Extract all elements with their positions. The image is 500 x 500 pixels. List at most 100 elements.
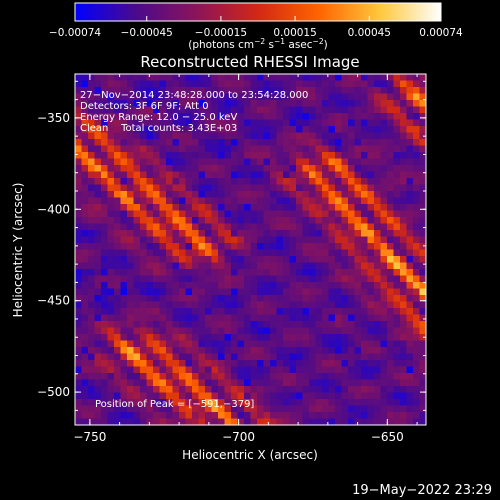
heatmap-cell: [205, 288, 212, 296]
heatmap-cell: [302, 314, 310, 322]
heatmap-cell: [81, 74, 89, 81]
heatmap-cell: [140, 210, 147, 218]
heatmap-cell: [140, 347, 147, 354]
heatmap-cell: [81, 308, 89, 315]
heatmap-cell: [218, 223, 225, 231]
heatmap-cell: [270, 139, 277, 146]
heatmap-cell: [107, 93, 115, 101]
heatmap-cell: [348, 165, 355, 172]
heatmap-cell: [114, 191, 121, 198]
heatmap-cell: [276, 353, 284, 361]
colorbar-ticks: −0.00074 −0.00045 −0.00015 0.00015 0.00045 0.…: [49, 16, 463, 39]
heatmap-cell: [393, 399, 401, 406]
heatmap-cell: [231, 256, 238, 263]
heatmap-cell: [159, 243, 167, 250]
heatmap-cell: [127, 418, 134, 426]
heatmap-cell: [179, 347, 186, 354]
heatmap-cell: [348, 392, 355, 400]
heatmap-cell: [107, 353, 115, 361]
heatmap-cell: [172, 256, 180, 263]
heatmap-cell: [218, 191, 225, 198]
y-tick-label: −350: [37, 111, 70, 125]
heatmap-cell: [198, 399, 206, 406]
heatmap-cell: [159, 236, 167, 244]
heatmap-cell: [107, 223, 115, 231]
heatmap-cell: [205, 223, 212, 231]
heatmap-cell: [146, 87, 154, 94]
heatmap-cell: [354, 204, 362, 211]
heatmap-cell: [348, 132, 355, 140]
heatmap-cell: [257, 87, 264, 94]
heatmap-cell: [250, 210, 258, 218]
heatmap-cell: [127, 334, 134, 341]
heatmap-cell: [302, 158, 310, 166]
heatmap-cell: [231, 191, 238, 198]
heatmap-cell: [101, 197, 108, 205]
heatmap-cell: [296, 74, 303, 81]
heatmap-cell: [244, 165, 251, 172]
heatmap-cell: [322, 366, 329, 374]
heatmap-cell: [335, 288, 342, 296]
heatmap-cell: [341, 93, 349, 101]
heatmap-cell: [159, 191, 167, 198]
heatmap-cell: [140, 288, 147, 296]
heatmap-cell: [296, 236, 303, 244]
heatmap-cell: [185, 412, 193, 419]
heatmap-cell: [211, 165, 219, 172]
heatmap-cell: [276, 119, 284, 127]
heatmap-cell: [172, 106, 180, 114]
heatmap-cell: [380, 126, 388, 133]
heatmap-cell: [263, 197, 271, 205]
heatmap-cell: [81, 360, 89, 367]
heatmap-cell: [244, 295, 251, 302]
heatmap-cell: [296, 87, 303, 94]
heatmap-cell: [120, 392, 128, 400]
heatmap-cell: [309, 243, 316, 250]
heatmap-cell: [283, 386, 290, 393]
heatmap-cell: [315, 340, 323, 348]
heatmap-cell: [114, 217, 121, 224]
heatmap-cell: [380, 249, 388, 257]
heatmap-cell: [361, 87, 368, 94]
heatmap-cell: [114, 139, 121, 146]
heatmap-cell: [289, 106, 297, 114]
heatmap-cell: [419, 217, 427, 224]
heatmap-cell: [393, 405, 401, 413]
heatmap-cell: [406, 314, 414, 322]
heatmap-cell: [250, 126, 258, 133]
heatmap-cell: [172, 171, 180, 179]
heatmap-cell: [289, 288, 297, 296]
heatmap-cell: [120, 360, 128, 367]
heatmap-cell: [263, 184, 271, 192]
heatmap-cell: [81, 373, 89, 380]
heatmap-cell: [192, 204, 199, 211]
heatmap-cell: [283, 191, 290, 198]
heatmap-cell: [101, 93, 108, 101]
heatmap-cell: [400, 353, 407, 361]
heatmap-cell: [315, 321, 323, 328]
heatmap-cell: [250, 399, 258, 406]
heatmap-cell: [205, 74, 212, 81]
heatmap-cell: [172, 113, 180, 120]
heatmap-cell: [348, 282, 355, 289]
heatmap-cell: [75, 126, 82, 133]
heatmap-cell: [296, 256, 303, 263]
heatmap-cell: [172, 80, 180, 88]
heatmap-cell: [172, 418, 180, 426]
heatmap-cell: [185, 249, 193, 257]
heatmap-cell: [354, 113, 362, 120]
heatmap-cell: [166, 275, 173, 283]
heatmap-cell: [237, 379, 245, 387]
heatmap-cell: [185, 327, 193, 335]
heatmap-cell: [276, 139, 284, 146]
heatmap-cell: [387, 282, 394, 289]
heatmap-cell: [192, 210, 199, 218]
heatmap-cell: [237, 412, 245, 419]
heatmap-cell: [296, 100, 303, 107]
heatmap-cell: [179, 106, 186, 114]
heatmap-cell: [166, 334, 173, 341]
heatmap-cell: [75, 275, 82, 283]
heatmap-cell: [205, 399, 212, 406]
heatmap-cell: [413, 197, 420, 205]
heatmap-cell: [263, 223, 271, 231]
